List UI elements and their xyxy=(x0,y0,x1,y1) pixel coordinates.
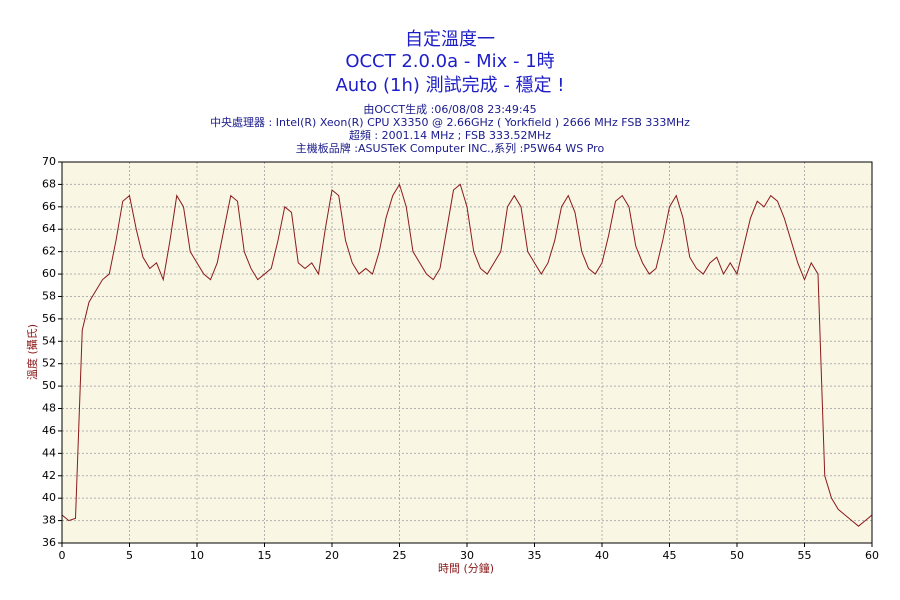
y-tick-label: 52 xyxy=(42,357,56,370)
y-tick-label: 56 xyxy=(42,312,56,325)
y-tick-label: 70 xyxy=(42,155,56,168)
x-tick-label: 0 xyxy=(59,549,66,562)
x-tick-label: 40 xyxy=(595,549,609,562)
chart-title: 自定溫度一 xyxy=(405,29,495,50)
y-tick-label: 38 xyxy=(42,514,56,527)
x-axis-label: 時間 (分鐘) xyxy=(438,561,494,575)
x-tick-label: 55 xyxy=(798,549,812,562)
y-tick-label: 60 xyxy=(42,267,56,280)
y-tick-label: 36 xyxy=(42,536,56,549)
chart-status: Auto (1h) 測試完成 - 穩定 ! xyxy=(335,75,564,96)
y-tick-label: 68 xyxy=(42,177,56,190)
y-tick-label: 58 xyxy=(42,289,56,302)
y-tick-label: 48 xyxy=(42,402,56,415)
y-tick-label: 62 xyxy=(42,245,56,258)
x-tick-label: 25 xyxy=(393,549,407,562)
x-tick-label: 10 xyxy=(190,549,204,562)
y-tick-label: 50 xyxy=(42,379,56,392)
chart-subtitle: OCCT 2.0.0a - Mix - 1時 xyxy=(345,51,554,72)
x-tick-label: 45 xyxy=(663,549,677,562)
plot-border xyxy=(61,161,873,544)
y-tick-label: 46 xyxy=(42,424,56,437)
info-line: 超頻 : 2001.14 MHz ; FSB 333.52MHz xyxy=(349,128,551,142)
data-line xyxy=(61,183,873,527)
info-line: 中央處理器 : Intel(R) Xeon(R) CPU X3350 @ 2.6… xyxy=(210,115,690,129)
y-tick-label: 42 xyxy=(42,469,56,482)
y-tick-label: 66 xyxy=(42,200,56,213)
info-line: 由OCCT生成 :06/08/08 23:49:45 xyxy=(363,102,536,116)
y-tick-label: 44 xyxy=(42,446,56,459)
x-tick-label: 35 xyxy=(528,549,542,562)
x-tick-label: 30 xyxy=(460,549,474,562)
x-tick-label: 50 xyxy=(730,549,744,562)
x-tick-label: 5 xyxy=(126,549,133,562)
x-tick-label: 15 xyxy=(258,549,272,562)
x-tick-label: 60 xyxy=(865,549,879,562)
y-axis-label: 溫度 (攝氏) xyxy=(25,324,39,380)
y-tick-label: 40 xyxy=(42,491,56,504)
y-tick-label: 64 xyxy=(42,222,56,235)
x-tick-label: 20 xyxy=(325,549,339,562)
y-tick-label: 54 xyxy=(42,334,56,347)
info-line: 主機板品牌 :ASUSTeK Computer INC.,系列 :P5W64 W… xyxy=(296,141,605,155)
